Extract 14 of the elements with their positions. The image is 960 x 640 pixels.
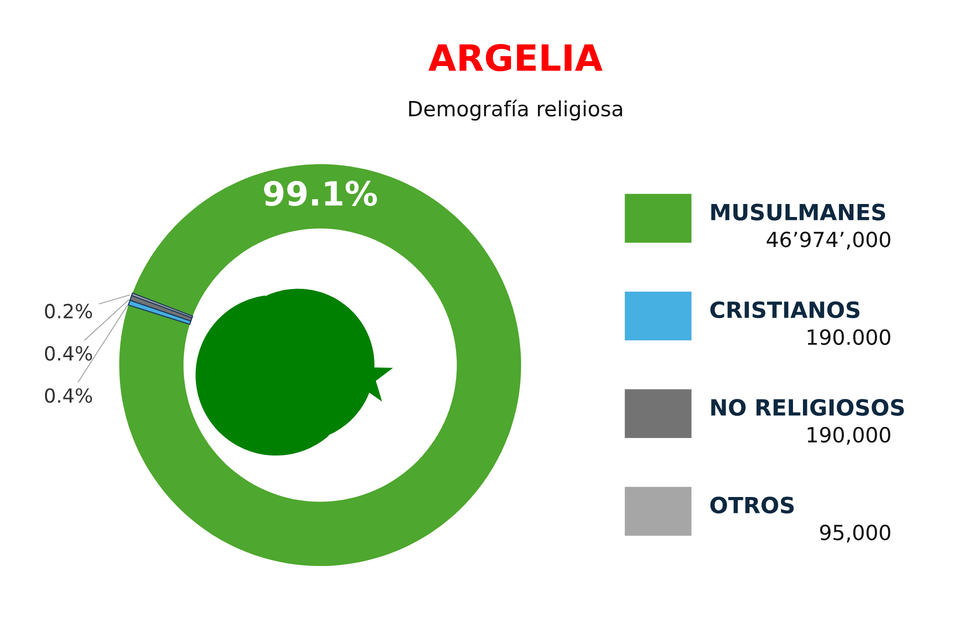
- legend-label: NO RELIGIOSOS: [711, 399, 904, 416]
- data-label: 0.4%: [44, 388, 92, 403]
- data-label: 0.2%: [44, 304, 92, 319]
- text: 190,000: [808, 426, 890, 445]
- legend-label: MUSULMANES: [711, 204, 886, 220]
- text: 95,000: [820, 524, 890, 542]
- chart-subtitle: Demografía religiosa: [409, 100, 622, 121]
- text: 46’974’,000: [766, 232, 890, 250]
- legend-label: CRISTIANOS: [710, 301, 860, 318]
- data-label: 99.1%: [264, 180, 377, 206]
- data-label: 0.4%: [44, 346, 92, 361]
- chart-title: ARGELIA: [428, 44, 603, 72]
- legend-label: OTROS: [710, 496, 794, 514]
- text: 190.000: [808, 329, 890, 345]
